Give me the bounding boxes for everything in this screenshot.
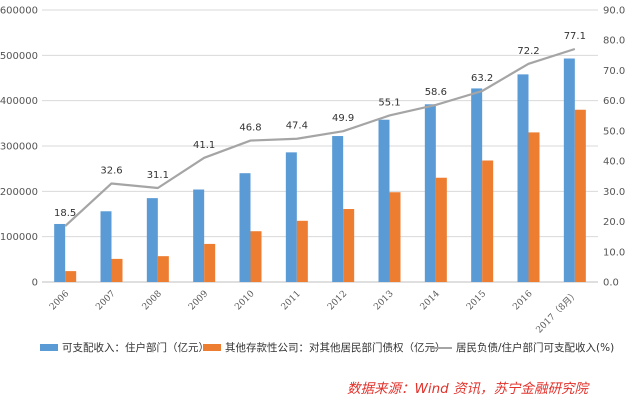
right-tick-label: 40.0 [603, 157, 625, 168]
bar-debt [250, 231, 262, 282]
x-tick-label: 2014 [419, 289, 442, 312]
bar-debt [389, 192, 401, 282]
legend-item-income: 可支配收入：住户部门（亿元） [40, 340, 209, 355]
bar-income [563, 58, 575, 282]
right-tick-label: 60.0 [603, 96, 625, 107]
left-tick-label: 500000 [0, 51, 38, 62]
bar-debt [482, 160, 494, 282]
x-tick-label: 2017（8月） [534, 288, 581, 335]
ratio-data-label: 47.4 [286, 121, 308, 132]
source-note: 数据来源：Wind 资讯，苏宁金融研究院 [347, 381, 589, 397]
bar-income [517, 74, 529, 282]
x-tick-label: 2013 [372, 289, 395, 312]
ratio-line [64, 47, 576, 227]
right-tick-label: 0.0 [603, 278, 619, 289]
bar-income [146, 198, 158, 282]
bar-debt [157, 256, 169, 282]
ratio-data-label: 46.8 [239, 123, 261, 134]
left-tick-label: 100000 [0, 232, 38, 243]
bar-debt [574, 109, 586, 282]
bar-debt [343, 209, 355, 282]
bar-income [471, 88, 483, 282]
legend-swatch-debt [203, 344, 221, 351]
bar-debt [435, 177, 447, 282]
legend-swatch-ratio [430, 346, 452, 349]
bar-income [54, 223, 66, 282]
x-tick-label: 2007 [94, 289, 117, 312]
x-tick-label: 2011 [280, 289, 303, 312]
bar-debt [204, 243, 216, 282]
bar-debt [296, 220, 308, 282]
x-tick-label: 2012 [326, 289, 349, 312]
ratio-data-label: 32.6 [100, 165, 122, 176]
legend-item-debt: 其他存款性公司：对其他居民部门债权（亿元） [203, 340, 446, 355]
legend-label-debt: 其他存款性公司：对其他居民部门债权（亿元） [225, 342, 446, 354]
x-tick-label: 2010 [233, 289, 256, 312]
ratio-data-label: 41.1 [193, 140, 215, 151]
ratio-data-label: 72.2 [517, 46, 539, 57]
legend-label-ratio: 居民负债/住户部门可支配收入(%) [456, 342, 615, 354]
bar-income [285, 152, 297, 282]
bar-income [332, 136, 344, 282]
right-tick-label: 70.0 [603, 66, 625, 77]
left-tick-label: 200000 [0, 187, 38, 198]
ratio-data-label: 18.5 [54, 208, 76, 219]
ratio-data-label: 31.1 [147, 170, 169, 181]
right-tick-label: 90.0 [603, 6, 625, 17]
left-tick-label: 300000 [0, 142, 38, 153]
ratio-data-label: 49.9 [332, 113, 354, 124]
bar-debt [528, 132, 540, 282]
bar-income [100, 211, 112, 282]
legend: 可支配收入：住户部门（亿元） 其他存款性公司：对其他居民部门债权（亿元） 居民负… [40, 340, 640, 360]
right-tick-label: 30.0 [603, 187, 625, 198]
ratio-data-label: 63.2 [471, 73, 493, 84]
x-tick-label: 2016 [511, 289, 534, 312]
bar-debt [111, 258, 123, 282]
legend-label-income: 可支配收入：住户部门（亿元） [62, 342, 209, 354]
combo-chart: 0 100000 200000 300000 400000 500000 600000 0.0… [0, 6, 625, 336]
bar-income [378, 119, 390, 282]
x-tick-label: 2009 [187, 289, 210, 312]
ratio-data-label: 58.6 [425, 87, 447, 98]
right-tick-label: 20.0 [603, 217, 625, 228]
x-tick-label: 2006 [48, 289, 71, 312]
legend-swatch-income [40, 344, 58, 351]
ratio-data-label: 55.1 [378, 97, 400, 108]
ratio-data-label: 77.1 [564, 31, 586, 42]
left-tick-label: 0 [32, 278, 38, 289]
right-tick-label: 50.0 [603, 126, 625, 137]
bar-debt [65, 271, 77, 282]
x-tick-label: 2008 [141, 289, 164, 312]
right-tick-label: 10.0 [603, 247, 625, 258]
right-tick-label: 80.0 [603, 36, 625, 47]
left-tick-label: 600000 [0, 6, 38, 17]
bar-income [239, 173, 251, 282]
watermark-logo [470, 380, 620, 402]
x-tick-label: 2015 [465, 289, 488, 312]
bar-income [424, 104, 436, 282]
left-tick-label: 400000 [0, 96, 38, 107]
bar-income [193, 189, 205, 282]
legend-item-ratio: 居民负债/住户部门可支配收入(%) [430, 340, 614, 355]
